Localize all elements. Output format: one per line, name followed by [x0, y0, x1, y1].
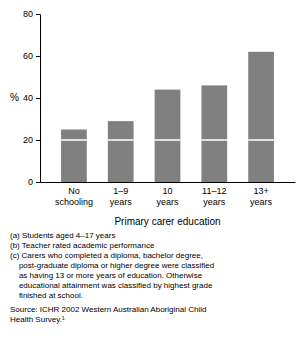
source-note: Source: ICHR 2002 Western Australian Abo… — [10, 305, 206, 314]
x-tick: Noschooling — [55, 182, 93, 207]
y-axis: 0 20 40 60 80 — [23, 9, 41, 187]
x-tick-label: 1–9years — [110, 186, 133, 206]
plot-area — [61, 52, 274, 182]
dividers — [61, 140, 274, 141]
note: (a) Students aged 4–17 years — [10, 231, 115, 240]
chart: 0 20 40 60 80 Noschooling 1–9years 10years 11–12… — [0, 0, 307, 342]
note: post-graduate diploma or higher degree w… — [10, 261, 214, 270]
x-axis-line — [41, 182, 296, 183]
y-tick: 40 — [23, 93, 40, 103]
segment-divider — [108, 139, 134, 141]
note: as having 13 or more years of education.… — [10, 271, 203, 280]
y-tick: 80 — [23, 9, 40, 19]
y-tick-mark — [36, 14, 40, 15]
y-tick-mark — [36, 98, 40, 99]
y-tick-label: 40 — [23, 93, 33, 103]
note: (b) Teacher rated academic performance — [10, 241, 155, 250]
y-tick-label: 60 — [23, 51, 33, 61]
x-tick-label: Noschooling — [55, 186, 93, 206]
notes: (a) Students aged 4–17 years(b) Teacher … — [10, 231, 214, 324]
bar-segment — [61, 130, 87, 141]
series — [61, 140, 274, 182]
note: educational attainment was classified by… — [10, 281, 213, 290]
y-tick-label: 80 — [23, 9, 33, 19]
x-tick-label: 11–12years — [202, 186, 226, 206]
x-tick: 10years — [156, 182, 179, 207]
y-axis-title: % — [10, 92, 19, 103]
x-tick: 11–12years — [202, 182, 226, 207]
y-tick-label: 0 — [28, 177, 33, 187]
segment-divider — [61, 139, 87, 141]
y-tick: 20 — [23, 135, 40, 145]
bar-segment — [201, 85, 227, 140]
bar-segment — [248, 140, 274, 182]
y-tick-mark — [36, 140, 40, 141]
y-tick-label: 20 — [23, 135, 33, 145]
bar-segment — [155, 90, 181, 140]
x-axis-title: Primary carer education — [114, 216, 220, 227]
y-tick: 0 — [28, 177, 40, 187]
bar-segment — [108, 121, 134, 140]
x-tick-label: 13+years — [250, 186, 273, 206]
source-note: Health Survey.¹ — [10, 315, 65, 324]
x-tick: 13+years — [250, 182, 273, 207]
x-tick-label: 10years — [156, 186, 179, 206]
bar-segment — [61, 140, 87, 182]
y-tick-mark — [36, 182, 40, 183]
bar-segment — [201, 140, 227, 182]
segment-divider — [248, 139, 274, 141]
x-tick: 1–9years — [110, 182, 133, 207]
bar-segment — [248, 52, 274, 140]
note: (c) Carers who completed a diploma, bach… — [10, 251, 203, 260]
segment-divider — [201, 139, 227, 141]
series — [61, 52, 274, 140]
note: finished at school. — [10, 291, 83, 300]
bar-segment — [108, 140, 134, 182]
x-axis: Noschooling 1–9years 10years 11–12years 13+y… — [41, 182, 296, 207]
bar-segment — [155, 140, 181, 182]
y-axis-line — [36, 15, 41, 183]
segment-divider — [155, 139, 181, 141]
y-tick-mark — [36, 56, 40, 57]
y-tick: 60 — [23, 51, 40, 61]
